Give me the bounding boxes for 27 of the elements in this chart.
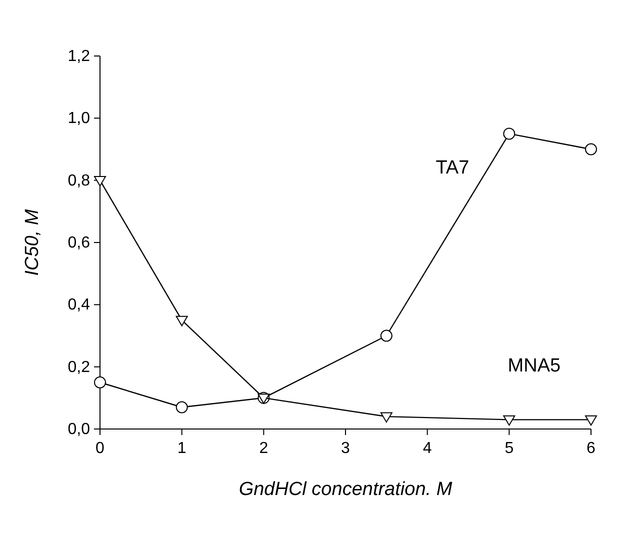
point	[380, 330, 392, 342]
point	[503, 128, 516, 140]
point	[176, 401, 188, 414]
point	[94, 376, 106, 388]
y-tick-label: 0,8	[68, 172, 90, 190]
text: MNA5	[508, 356, 561, 377]
x-tick-label: 6	[586, 440, 596, 457]
x-tick-label: 4	[422, 440, 432, 457]
point	[503, 415, 516, 426]
y-tick-label: 0,0	[68, 421, 90, 438]
y-tick-label: 0,2	[68, 358, 90, 376]
y-tick-label: 1,0	[68, 110, 90, 128]
point	[176, 316, 188, 326]
x-tick-label: 3	[341, 440, 350, 457]
y-tick-label: 1,2	[68, 48, 90, 65]
y-tick-label: 0,6	[68, 234, 90, 252]
y-tick-label: 0,4	[68, 296, 90, 314]
point	[585, 415, 597, 426]
x-tick-label: 0	[96, 440, 105, 457]
point	[380, 412, 392, 423]
series-label: TA7	[436, 158, 470, 179]
x-tick-label: 1	[177, 440, 186, 457]
point	[585, 143, 597, 156]
x-axis-title: GndHCl concentration. M	[238, 479, 452, 500]
y-axis-title: IC50, M	[22, 209, 43, 276]
x-tick-label: 5	[504, 440, 514, 457]
x-tick-label: 2	[259, 440, 268, 457]
